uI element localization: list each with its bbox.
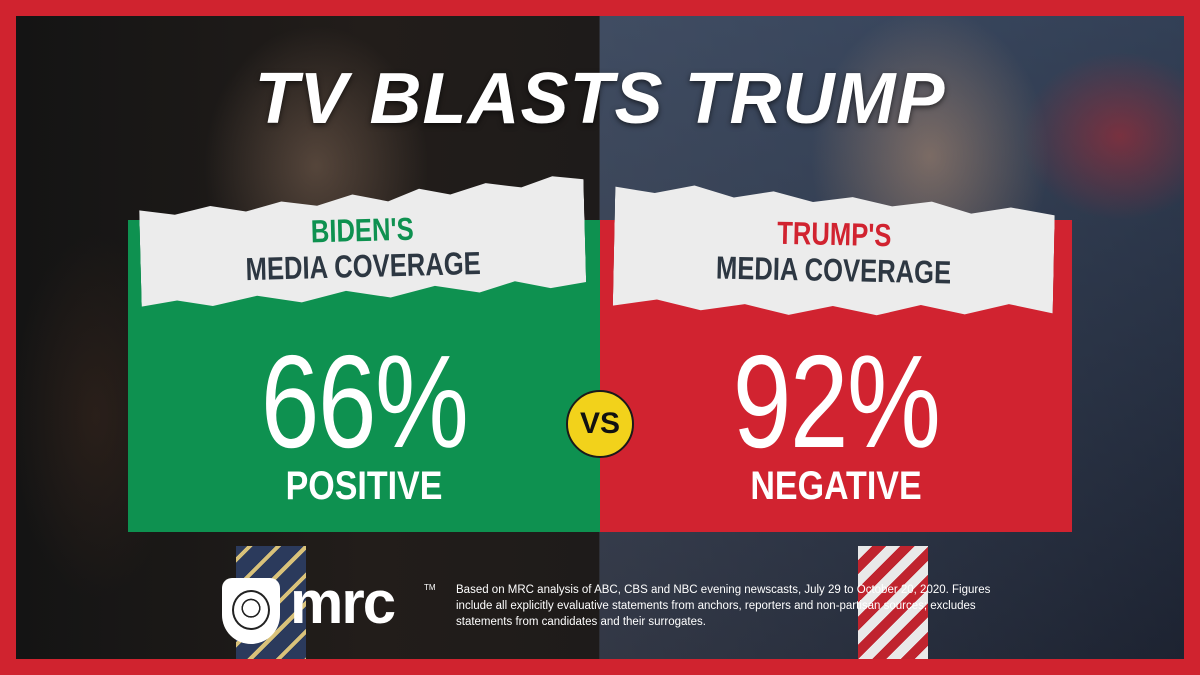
headline: TV BLASTS TRUMP — [254, 59, 946, 139]
trademark-mark: TM — [424, 583, 436, 592]
trump-stats: 92% NEGATIVE — [600, 0, 1072, 675]
trump-percentage: 92% — [732, 328, 941, 475]
vs-badge: VS — [566, 390, 634, 458]
mrc-logo-text: mrc — [290, 569, 396, 636]
biden-stats: 66% POSITIVE — [128, 0, 600, 675]
bulldog-face-icon — [232, 590, 270, 630]
trump-descriptor: NEGATIVE — [750, 464, 922, 508]
biden-descriptor: POSITIVE — [285, 464, 443, 508]
striped-tie — [858, 546, 928, 659]
footnote: Based on MRC analysis of ABC, CBS and NB… — [456, 584, 991, 628]
biden-percentage: 66% — [260, 328, 469, 475]
